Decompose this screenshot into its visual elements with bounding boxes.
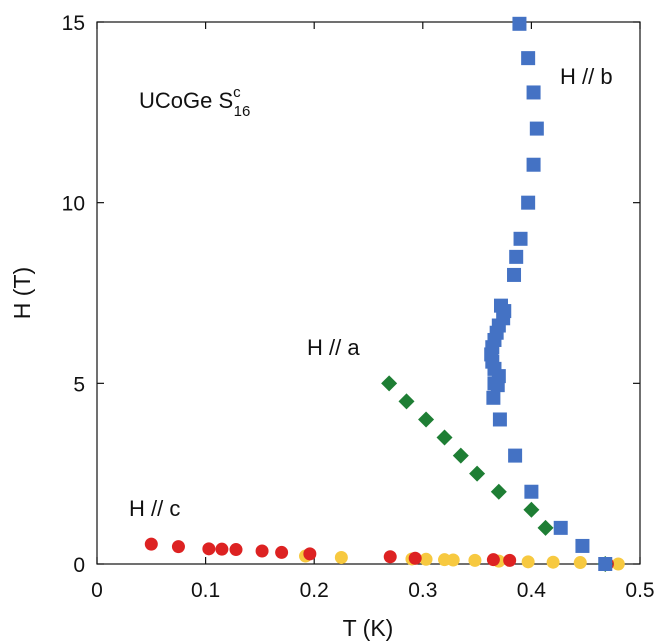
data-point-h-b: [512, 16, 527, 31]
data-point-h-a: [537, 519, 554, 536]
data-point-h-b: [521, 51, 536, 66]
y-tick-label: 0: [73, 554, 85, 577]
data-point-h-b: [598, 557, 613, 571]
data-point-h-a: [436, 429, 453, 446]
data-point-h-c: [215, 542, 229, 556]
data-point-series-3: [546, 555, 560, 569]
x-tick-label: 0.4: [517, 579, 547, 602]
data-point-h-c: [503, 553, 517, 567]
data-point-h-c: [171, 540, 185, 554]
y-tick-label: 10: [62, 193, 85, 216]
data-point-h-b: [508, 448, 523, 463]
data-point-h-b: [521, 195, 536, 210]
sample-annotation: UCoGe Sc 16: [139, 84, 250, 120]
data-point-h-b: [509, 249, 524, 264]
y-tick-label: 5: [73, 373, 85, 396]
data-point-h-b: [524, 484, 539, 499]
plot-frame: [96, 21, 641, 565]
data-point-h-b: [513, 231, 528, 246]
data-point-h-a: [418, 411, 435, 428]
data-point-h-c: [255, 544, 269, 558]
data-point-h-c: [486, 553, 500, 567]
data-point-h-a: [381, 375, 398, 392]
data-point-h-c: [229, 543, 243, 557]
y-tick-label: 15: [62, 12, 85, 35]
data-point-h-c: [408, 551, 422, 565]
data-point-h-c: [144, 537, 158, 551]
data-point-h-b: [553, 520, 568, 535]
data-point-h-b: [490, 378, 505, 393]
data-point-h-c: [303, 547, 317, 561]
data-point-h-c: [202, 542, 216, 556]
data-point-series-3: [419, 552, 433, 566]
data-point-h-c: [275, 545, 289, 559]
series-label-h-b: H // b: [560, 64, 613, 89]
data-point-h-a: [469, 465, 486, 482]
y-axis-title: H (T): [9, 267, 35, 319]
data-point-h-a: [490, 483, 507, 500]
x-axis-title: T (K): [343, 615, 394, 641]
data-point-series-3: [611, 557, 625, 571]
data-point-h-b: [526, 85, 541, 100]
series-label-h-a: H // a: [307, 335, 360, 360]
series-label-h-c: H // c: [129, 496, 180, 521]
data-point-series-3: [573, 556, 587, 570]
data-point-series-3: [446, 553, 460, 567]
data-point-h-a: [452, 447, 469, 464]
data-point-h-b: [575, 538, 590, 553]
data-point-h-b: [529, 121, 544, 136]
data-point-series-3: [334, 550, 348, 564]
data-point-h-b: [507, 267, 522, 282]
x-tick-label: 0.2: [300, 579, 329, 602]
x-tick-label: 0.3: [408, 579, 437, 602]
data-point-series-3: [468, 553, 482, 567]
data-point-series-3: [521, 555, 535, 569]
data-point-h-a: [398, 393, 415, 410]
data-point-h-b: [492, 412, 507, 427]
axis-ticks: 0 0.1 0.2 0.3 0.4 0.5 0 5 10 15: [62, 12, 655, 602]
data-series: [144, 16, 625, 572]
data-point-h-b: [526, 157, 541, 172]
x-tick-label: 0: [91, 579, 103, 602]
x-tick-label: 0.5: [625, 579, 654, 602]
data-point-h-a: [523, 501, 540, 518]
data-point-h-c: [383, 550, 397, 564]
data-point-h-b: [486, 390, 501, 405]
x-tick-label: 0.1: [191, 579, 220, 602]
